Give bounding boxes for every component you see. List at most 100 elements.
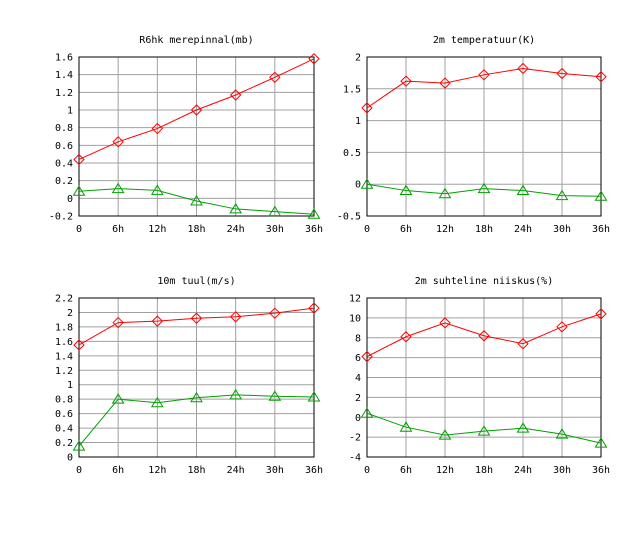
- data-point-triangle: [190, 391, 203, 403]
- data-point-diamond: [439, 317, 451, 329]
- data-point-diamond: [439, 77, 451, 89]
- data-point-diamond: [595, 71, 607, 83]
- y-tick-label: 1.8: [55, 322, 73, 333]
- data-point-diamond: [269, 71, 281, 84]
- x-tick-label: 24h: [227, 465, 245, 476]
- data-point-triangle: [477, 182, 491, 194]
- data-point-diamond: [190, 312, 203, 324]
- series-line-2: [78, 188, 315, 215]
- series-line-2: [366, 183, 602, 197]
- x-tick-label: 24h: [227, 224, 245, 235]
- y-tick-label: 10: [349, 313, 361, 324]
- y-tick-label: -0.5: [337, 212, 361, 223]
- series-line-1: [78, 307, 315, 346]
- y-tick-label: 1.6: [55, 53, 73, 64]
- x-tick-label: 18h: [187, 224, 205, 235]
- y-tick-label: 2: [355, 53, 361, 64]
- y-tick-label: 4: [355, 373, 361, 384]
- y-tick-label: 8: [355, 333, 361, 344]
- x-tick-label: 12h: [436, 224, 454, 235]
- data-point-diamond: [308, 53, 320, 65]
- data-point-triangle: [438, 429, 452, 440]
- y-tick-label: 0.4: [55, 159, 73, 170]
- chart-panel-4: 2m suhteline niiskus(%) -4 -2 0 2 4 6 8 10 12 0 6h 1…: [349, 276, 610, 476]
- y-tick-label: 1.4: [55, 351, 73, 362]
- data-point-triangle: [229, 388, 243, 400]
- x-tick-label: 36h: [592, 465, 610, 476]
- x-tick-label: 24h: [514, 224, 532, 235]
- data-point-diamond: [556, 67, 568, 80]
- data-point-triangle: [268, 205, 282, 217]
- data-point-triangle: [594, 437, 608, 448]
- chart-title: R6hk merepinnal(mb): [139, 35, 253, 46]
- data-point-triangle: [594, 190, 608, 201]
- x-tick-label: 24h: [514, 465, 532, 476]
- data-point-diamond: [112, 316, 124, 329]
- plot-frame: [78, 297, 315, 458]
- y-tick-label: 0.6: [55, 409, 73, 420]
- x-tick-label: 0: [76, 224, 82, 235]
- y-tick-label: 1: [67, 106, 73, 117]
- data-point-diamond: [400, 331, 412, 343]
- data-point-diamond: [361, 350, 373, 363]
- chart-panel-2: 2m temperatuur(K)-0.500.511.520 6h 12h 18h 2…: [337, 35, 610, 235]
- y-tick-label: 0.8: [55, 395, 73, 406]
- y-tick-label: 0: [355, 413, 361, 424]
- chart-title: 2m temperatuur(K): [433, 35, 535, 46]
- data-point-triangle: [360, 407, 374, 418]
- data-point-diamond: [151, 315, 164, 327]
- x-tick-label: 36h: [305, 224, 323, 235]
- series-line-1: [78, 58, 315, 160]
- data-point-triangle: [268, 390, 282, 401]
- data-point-diamond: [229, 311, 242, 323]
- y-tick-label: -0.2: [49, 212, 73, 223]
- y-tick-label: 0.4: [55, 424, 73, 435]
- x-tick-label: 18h: [187, 465, 205, 476]
- data-point-diamond: [73, 339, 85, 351]
- y-tick-label: 2: [355, 393, 361, 404]
- data-point-triangle: [72, 440, 86, 451]
- y-tick-label: 1.4: [55, 70, 73, 81]
- x-tick-label: 36h: [305, 465, 323, 476]
- x-tick-label: 0: [76, 465, 82, 476]
- y-tick-label: 1.5: [343, 84, 361, 95]
- data-point-diamond: [112, 136, 124, 148]
- x-tick-label: 30h: [553, 465, 571, 476]
- series-line-2: [78, 394, 315, 447]
- x-tick-label: 12h: [148, 465, 166, 476]
- data-point-triangle: [111, 182, 125, 194]
- x-tick-label: 6h: [112, 465, 124, 476]
- x-tick-label: 30h: [266, 224, 284, 235]
- chart-title: 2m suhteline niiskus(%): [415, 276, 553, 287]
- y-tick-label: 12: [349, 294, 361, 305]
- data-point-triangle: [150, 396, 164, 408]
- plot-frame: [366, 297, 602, 458]
- x-tick-label: 30h: [266, 465, 284, 476]
- data-point-triangle: [307, 208, 321, 219]
- data-point-diamond: [478, 69, 490, 81]
- chart-panel-3: 10m tuul(m/s) 0 0.2 0.4 0.6 0.8 1 1.2 1.4 1.6 1.8 2…: [55, 276, 323, 476]
- data-point-diamond: [151, 122, 164, 135]
- series-line-2: [366, 412, 602, 444]
- series-line-1: [366, 67, 602, 109]
- data-point-triangle: [555, 189, 569, 201]
- y-tick-label: 0.2: [55, 438, 73, 449]
- data-point-triangle: [190, 195, 203, 206]
- series-line-1: [366, 313, 602, 358]
- x-tick-label: 18h: [475, 465, 493, 476]
- plot-frame: [366, 56, 602, 217]
- data-point-triangle: [150, 184, 164, 195]
- data-point-triangle: [516, 184, 530, 196]
- y-tick-label: 1.2: [55, 366, 73, 377]
- y-tick-label: 1: [355, 116, 361, 127]
- y-tick-label: 0: [67, 194, 73, 205]
- data-point-triangle: [438, 187, 452, 199]
- data-point-triangle: [72, 185, 86, 196]
- x-tick-label: 12h: [148, 224, 166, 235]
- x-tick-label: 36h: [592, 224, 610, 235]
- y-tick-label: 0.5: [343, 148, 361, 159]
- x-tick-label: 6h: [400, 465, 412, 476]
- y-tick-label: -2: [349, 433, 361, 444]
- y-tick-label: 2: [67, 308, 73, 319]
